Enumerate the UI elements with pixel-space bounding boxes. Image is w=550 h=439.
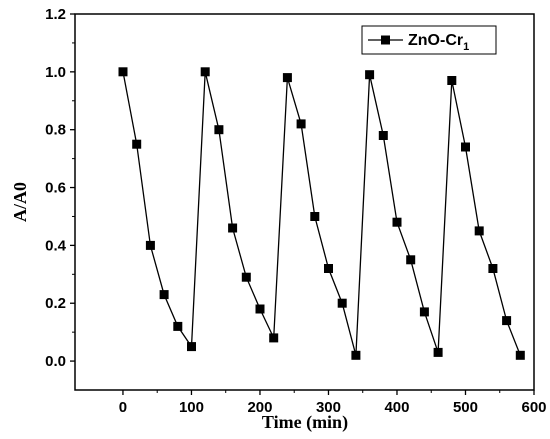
y-tick-label: 0.6 — [45, 180, 66, 197]
legend: ZnO-Cr1 — [361, 25, 497, 55]
data-point — [159, 290, 169, 300]
plot-frame — [74, 13, 535, 391]
legend-series-subscript: 1 — [463, 41, 469, 53]
x-axis-ticks: 0 100 200 300 400 500 600 — [119, 390, 547, 416]
x-tick-label: 300 — [316, 399, 341, 416]
data-point — [488, 264, 498, 273]
data-point — [474, 226, 484, 236]
data-point — [310, 212, 320, 221]
data-point — [255, 304, 265, 314]
y-tick-label: 1.2 — [45, 6, 66, 23]
data-point — [241, 272, 251, 282]
y-tick-label: 0.4 — [45, 237, 67, 254]
data-point — [132, 139, 142, 149]
x-axis-title: Time (min) — [262, 412, 348, 433]
data-point — [296, 119, 306, 129]
data-point — [433, 347, 443, 357]
x-tick-label: 0 — [119, 399, 127, 416]
data-point — [515, 350, 525, 360]
legend-label: ZnO-Cr1 — [408, 32, 469, 53]
y-axis-ticks: 0.0 0.2 0.4 0.6 0.8 1.0 1.2 — [45, 6, 75, 370]
data-point — [200, 67, 210, 77]
data-point — [365, 70, 375, 80]
data-point — [145, 240, 155, 250]
y-tick-label: 0.2 — [45, 295, 66, 312]
series-markers — [118, 67, 525, 360]
x-tick-label: 400 — [384, 399, 409, 416]
y-tick-label: 0.8 — [45, 122, 66, 139]
data-point — [324, 264, 333, 273]
data-point — [351, 350, 361, 360]
y-tick-label: 1.0 — [45, 64, 66, 81]
x-tick-label: 600 — [521, 399, 546, 416]
x-tick-label: 500 — [453, 399, 478, 416]
data-point — [502, 316, 512, 326]
legend-series-name: ZnO-Cr — [408, 32, 463, 49]
data-point — [378, 131, 388, 140]
data-point — [337, 298, 347, 308]
y-tick-label: 0.0 — [45, 353, 66, 370]
data-point — [173, 321, 183, 331]
data-point — [187, 342, 196, 352]
legend-marker — [381, 35, 390, 45]
y-axis-title: A/A0 — [10, 182, 30, 222]
data-point — [419, 307, 429, 317]
data-point — [461, 142, 470, 152]
data-point — [269, 333, 279, 343]
x-tick-label: 200 — [247, 399, 272, 416]
data-point — [118, 67, 128, 77]
data-point — [228, 223, 238, 233]
data-point — [447, 76, 457, 85]
series-line — [122, 71, 521, 356]
data-point — [214, 125, 224, 135]
data-point — [282, 73, 292, 83]
data-point — [406, 255, 416, 265]
data-point — [392, 217, 402, 227]
x-tick-label: 100 — [179, 399, 204, 416]
